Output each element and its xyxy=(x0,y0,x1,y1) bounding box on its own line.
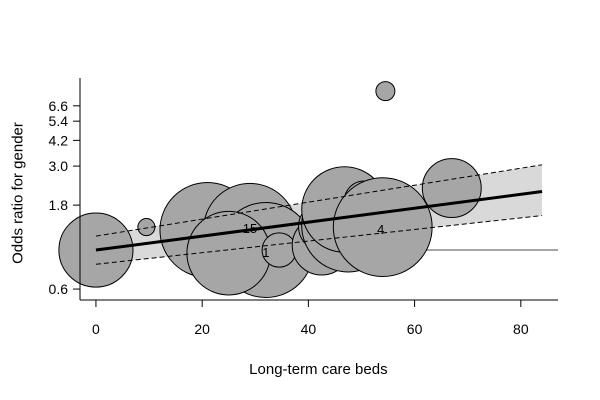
x-tick-label-0: 0 xyxy=(92,321,100,337)
y-tick-label-2: 3.0 xyxy=(49,158,69,174)
x-axis-title: Long-term care beds xyxy=(249,361,387,378)
y-axis-title: Odds ratio for gender xyxy=(9,122,26,264)
y-tick-label-4: 5.4 xyxy=(49,113,69,129)
y-tick-label-1: 1.8 xyxy=(49,197,69,213)
x-tick-label-3: 60 xyxy=(407,321,423,337)
x-tick-label-1: 20 xyxy=(194,321,210,337)
y-tick-label-3: 4.2 xyxy=(49,132,69,148)
ci-upper-line xyxy=(95,164,543,237)
bubble-label-12: 4 xyxy=(377,222,384,237)
bubble-label-4: 1 xyxy=(262,245,269,260)
bubble-label-3: 15 xyxy=(243,221,257,236)
x-tick-label-2: 40 xyxy=(301,321,317,337)
x-tick-label-4: 80 xyxy=(513,321,529,337)
y-tick-label-0: 0.6 xyxy=(49,281,69,297)
bubble-point-14 xyxy=(375,81,396,102)
bubble-point-13 xyxy=(421,158,482,219)
axes-group: 0 20 40 60 80 0.6 1.8 3.0 4.2 5.46.6 xyxy=(49,78,558,337)
ci-lower-line xyxy=(95,215,543,265)
regression-group xyxy=(95,164,543,265)
y-tick-label-5: 6.6 xyxy=(49,98,69,114)
regression-line xyxy=(95,190,543,252)
